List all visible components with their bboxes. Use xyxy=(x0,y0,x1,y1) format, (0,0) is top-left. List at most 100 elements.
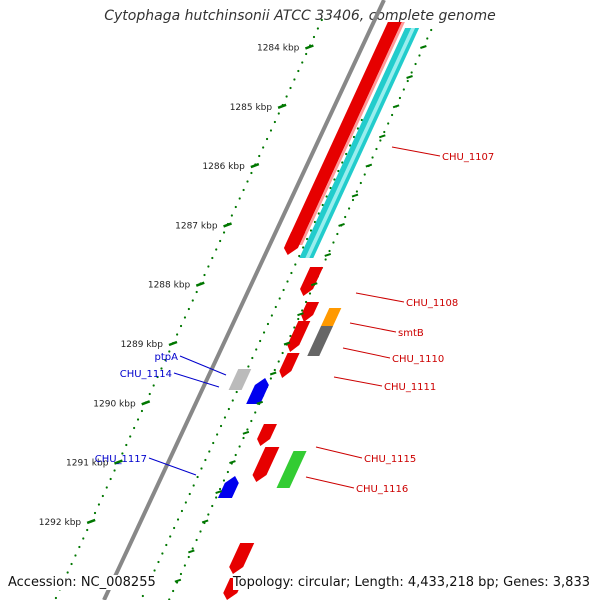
guide-tick xyxy=(242,430,250,435)
guide-dot xyxy=(165,543,168,547)
ruler-tick xyxy=(113,459,123,465)
guide-dot xyxy=(242,436,245,440)
guide-dot xyxy=(329,186,332,190)
guide-dot xyxy=(371,156,374,159)
guide-dot xyxy=(308,292,312,295)
callout-line xyxy=(315,446,363,459)
guide-dot xyxy=(379,139,382,142)
guide-dot xyxy=(266,322,270,326)
gene-label-forward: CHU_1110 xyxy=(392,354,444,365)
guide-dot xyxy=(294,263,297,266)
ruler-tick-label: 1289 kbp xyxy=(121,340,164,350)
guide-dot xyxy=(187,555,190,559)
gene-label-reverse: ptpA xyxy=(155,352,179,363)
guide-tick xyxy=(378,134,386,139)
guide-dot xyxy=(286,280,289,283)
guide-tick xyxy=(365,163,373,168)
ruler-tick-label: 1290 kbp xyxy=(93,399,136,409)
guide-dot xyxy=(430,28,433,32)
ruler-dot xyxy=(140,409,144,413)
ruler-tick-label: 1285 kbp xyxy=(230,103,273,113)
ruler-dot xyxy=(219,239,222,243)
guide-dot xyxy=(293,326,296,329)
ruler-dot xyxy=(152,384,155,387)
ruler-tick xyxy=(168,340,178,347)
gene-lower-1 xyxy=(229,543,255,574)
guide-dot xyxy=(238,445,241,448)
guide-dot xyxy=(235,390,238,394)
guide-dot xyxy=(321,203,324,207)
ruler-tick xyxy=(86,518,96,525)
guide-tick xyxy=(269,371,277,376)
gene-chu-1117 xyxy=(217,476,239,498)
ruler-dot xyxy=(187,307,190,311)
gene-label-forward: CHU_1115 xyxy=(364,454,416,465)
guide-tick xyxy=(201,519,209,524)
guide-dot xyxy=(222,479,226,482)
guide-dot xyxy=(184,501,187,504)
guide-dot xyxy=(226,470,229,474)
guide-dot xyxy=(282,288,285,292)
ruler-dot xyxy=(320,18,323,22)
ruler-dot xyxy=(305,52,308,56)
guide-dot xyxy=(410,71,413,74)
gene-chu-1107 xyxy=(285,22,402,245)
guide-dot xyxy=(360,118,363,122)
guide-dot xyxy=(406,79,409,83)
topology-summary: Topology: circular; Length: 4,433,218 bp… xyxy=(232,575,590,590)
guide-dot xyxy=(355,190,359,193)
guide-tick xyxy=(338,222,345,227)
ruler-dot xyxy=(277,112,280,115)
guide-dot xyxy=(173,526,176,530)
guide-dot xyxy=(208,450,211,453)
callout-line xyxy=(305,476,355,489)
callout-line xyxy=(148,457,197,476)
guide-dot xyxy=(324,258,327,261)
backbone-line xyxy=(102,0,386,600)
ruler-dot xyxy=(195,290,198,294)
ruler-dot xyxy=(105,486,108,489)
gene-chu-1111 xyxy=(279,353,300,378)
guide-dot xyxy=(273,368,276,372)
ruler-dot xyxy=(297,69,300,73)
guide-dot xyxy=(231,399,234,402)
cyan-track-highlight xyxy=(305,28,416,258)
guide-dot xyxy=(297,317,300,321)
guide-tick xyxy=(256,400,264,405)
guide-dot xyxy=(234,453,237,457)
ruler-dot xyxy=(238,197,241,200)
guide-dot xyxy=(352,135,356,139)
guide-tick xyxy=(310,282,318,287)
ruler-dot xyxy=(109,477,112,481)
guide-dot xyxy=(218,487,222,491)
guide-dot xyxy=(246,428,249,431)
guide-dot xyxy=(347,207,351,210)
gene-chu-1107-end xyxy=(283,232,306,255)
ruler-dot xyxy=(113,469,116,472)
ruler-dot xyxy=(129,435,132,438)
guide-dot xyxy=(278,297,281,300)
guide-dot xyxy=(255,348,258,351)
guide-dot xyxy=(302,246,305,249)
guide-dot xyxy=(375,147,378,151)
ruler-tick-label: 1288 kbp xyxy=(148,281,191,291)
ruler-dot xyxy=(93,511,97,515)
guide-dot xyxy=(269,377,272,380)
ruler-dot xyxy=(136,418,140,421)
guide-dot xyxy=(157,560,160,564)
guide-tick xyxy=(283,341,291,346)
gene-label-forward: CHU_1111 xyxy=(384,382,436,393)
gene-label-reverse: CHU_1114 xyxy=(120,369,172,380)
guide-dot xyxy=(204,458,207,462)
ruler-dots-layer xyxy=(54,18,433,600)
callout-line xyxy=(391,146,441,157)
ruler-dot xyxy=(148,392,151,396)
gene-chu-1110-red xyxy=(287,321,311,352)
callout-line xyxy=(333,376,383,387)
gene-ptpa xyxy=(228,369,252,390)
ruler-dot xyxy=(285,95,288,98)
ruler-dot xyxy=(203,273,206,277)
guide-dot xyxy=(251,356,254,360)
guide-dot xyxy=(195,538,198,542)
